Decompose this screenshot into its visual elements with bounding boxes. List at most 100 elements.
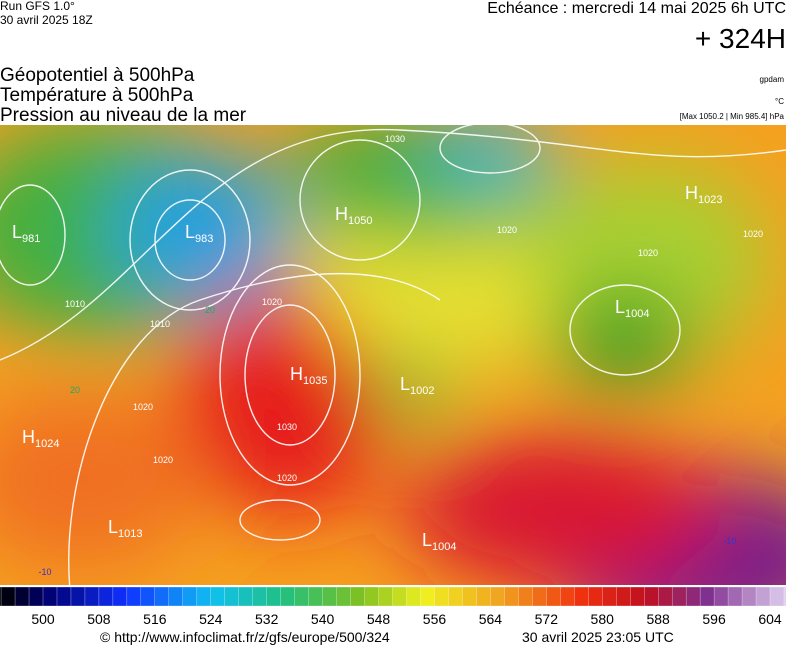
colorbar-swatch <box>448 586 464 607</box>
colorbar-swatch <box>671 586 687 607</box>
colorbar-swatch <box>252 586 268 607</box>
pressure-center: H1050 <box>335 204 372 227</box>
colorbar-swatch <box>713 586 729 607</box>
colorbar-swatch <box>336 586 352 607</box>
colorbar-tick-label: 532 <box>255 611 279 627</box>
colorbar-tick-label: 540 <box>311 611 335 627</box>
colorbar-swatch <box>0 586 16 607</box>
colorbar-swatch <box>84 586 100 607</box>
colorbar-swatch <box>28 586 44 607</box>
center-letter: H <box>22 427 35 447</box>
run: Run GFS 1.0° <box>0 0 75 13</box>
isobar-label: 1020 <box>638 248 658 258</box>
colorbar-swatch <box>616 586 631 607</box>
isobar-label: 1030 <box>385 134 405 144</box>
colorbar-swatch <box>168 586 184 607</box>
colorbar-swatch <box>518 586 533 607</box>
center-value: 983 <box>195 233 213 245</box>
isobar-label: 1020 <box>743 229 763 239</box>
colorbar-swatch <box>140 586 156 607</box>
colorbar-swatch <box>294 586 310 607</box>
colorbar-swatch <box>322 586 338 607</box>
layer: Géopotentiel à 500hPa <box>0 65 195 86</box>
pressure-center: L981 <box>12 222 40 245</box>
source: © http://www.infoclimat.fr/z/gfs/europe/… <box>100 629 390 645</box>
generated: 30 avril 2025 23:05 UTC <box>522 629 674 645</box>
center-letter: L <box>185 222 195 242</box>
colorbar-swatch <box>699 586 715 607</box>
colorbar-swatch <box>210 586 226 607</box>
center-value: 1050 <box>348 215 372 227</box>
colorbar-swatch <box>308 586 324 607</box>
pressure-center: L1004 <box>615 297 650 320</box>
unit: gpdam <box>760 75 785 84</box>
colorbar-swatch <box>98 586 114 607</box>
colorbar-swatch <box>532 586 547 607</box>
colorbar-swatch <box>588 586 603 607</box>
pressure-center: L1004 <box>422 530 457 553</box>
center-value: 1035 <box>303 375 327 387</box>
colorbar-swatch <box>154 586 170 607</box>
map-field <box>0 125 786 585</box>
center-letter: H <box>335 204 348 224</box>
colorbar-swatch <box>658 586 673 607</box>
colorbar-swatch <box>364 586 380 607</box>
pressure-center: H1035 <box>290 364 327 387</box>
colorbar-tick-label: 604 <box>758 611 782 627</box>
temperature-label: -10 <box>38 567 51 577</box>
colorbar-swatch <box>630 586 645 607</box>
center-letter: H <box>290 364 303 384</box>
colorbar-swatch <box>196 586 212 607</box>
colorbar-swatch <box>602 586 617 607</box>
colorbar-swatch <box>741 586 757 607</box>
colorbar-swatch <box>504 586 519 607</box>
colorbar-swatch <box>420 586 436 607</box>
colorbar-swatch <box>224 586 240 607</box>
colorbar-swatch <box>56 586 72 607</box>
colorbar-tick-label: 556 <box>423 611 447 627</box>
colorbar-swatch <box>560 586 575 607</box>
center-letter: L <box>12 222 22 242</box>
colorbar-tick-label: 572 <box>535 611 559 627</box>
isobar-label: 1020 <box>153 455 173 465</box>
colorbar-swatch <box>769 586 785 607</box>
colorbar-tick-label: 524 <box>199 611 223 627</box>
run-date: 30 avril 2025 18Z <box>0 13 93 27</box>
colorbar-tick-label: 508 <box>87 611 111 627</box>
unit: °C <box>775 97 784 106</box>
center-letter: L <box>108 517 118 537</box>
center-value: 1004 <box>625 308 649 320</box>
pressure-center: H1024 <box>22 427 59 450</box>
colorbar-tick-label: 500 <box>31 611 55 627</box>
colorbar-swatch <box>406 586 422 607</box>
colorbar-swatch <box>685 586 701 607</box>
isobar-label: 1020 <box>497 225 517 235</box>
colorbar-swatch <box>755 586 771 607</box>
temperature-label: -10 <box>723 536 736 546</box>
colorbar-swatch <box>378 586 394 607</box>
isobar-label: 1030 <box>277 422 297 432</box>
colorbar-swatch <box>392 586 408 607</box>
pressure-center: L1002 <box>400 374 435 397</box>
colorbar-swatch <box>182 586 198 607</box>
colorbar-swatch <box>462 586 478 607</box>
colorbar-swatch <box>42 586 58 607</box>
colorbar-swatch <box>783 586 786 607</box>
layer: Température à 500hPa <box>0 85 194 106</box>
colorbar-swatch <box>112 586 128 607</box>
center-letter: L <box>422 530 432 550</box>
colorbar-swatch <box>490 586 506 607</box>
colorbar-swatch <box>238 586 254 607</box>
center-value: 1024 <box>35 438 59 450</box>
center-letter: H <box>685 183 698 203</box>
colorbar-tick-label: 588 <box>646 611 670 627</box>
colorbar-tick-label: 580 <box>591 611 615 627</box>
colorbar-swatch <box>546 586 561 607</box>
colorbar-tick-label: 596 <box>702 611 726 627</box>
colorbar-swatch <box>350 586 366 607</box>
center-letter: L <box>615 297 625 317</box>
pressure-center: L983 <box>185 222 213 245</box>
center-value: 1023 <box>698 194 722 206</box>
pressure-center: L1013 <box>108 517 143 540</box>
